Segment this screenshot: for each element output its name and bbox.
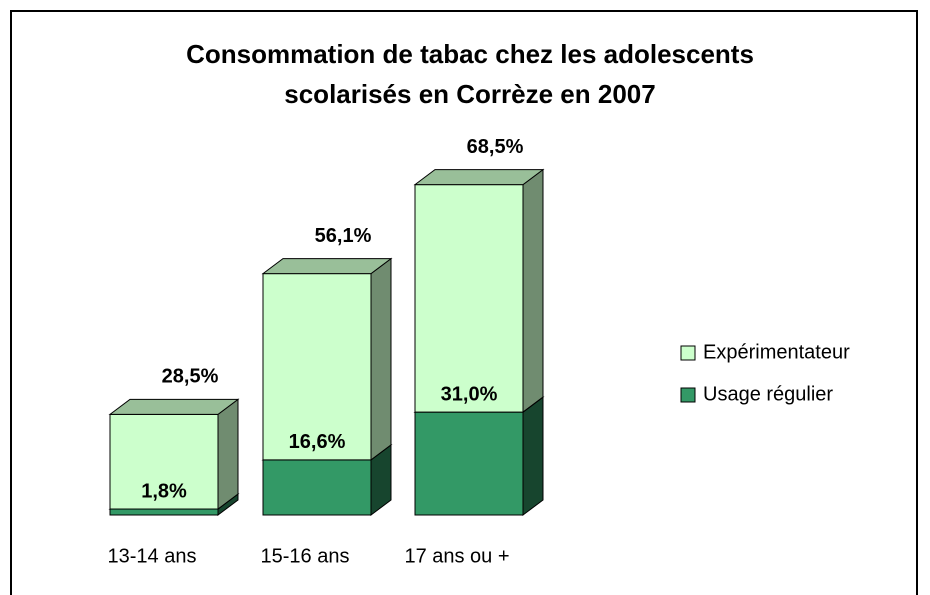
- data-label: 1,8%: [141, 480, 187, 502]
- legend-swatch: [680, 387, 696, 403]
- chart-title: Consommation de tabac chez les adolescen…: [186, 39, 754, 109]
- bar-top: [261, 258, 393, 275]
- bar-top: [108, 398, 240, 415]
- bar: [414, 184, 524, 413]
- data-label: 28,5%: [162, 366, 219, 388]
- bar-side: [522, 396, 544, 516]
- data-label: 56,1%: [315, 225, 372, 247]
- x-tick-label: 17 ans ou +: [404, 545, 509, 567]
- data-label: 68,5%: [467, 136, 524, 158]
- bar-side: [217, 398, 239, 511]
- bar-top: [413, 169, 545, 186]
- legend-label: Expérimentateur: [703, 341, 850, 363]
- legend-label: Usage régulier: [703, 383, 833, 405]
- chart-frame: [10, 10, 918, 595]
- bar: [109, 413, 219, 510]
- bar-side: [522, 168, 544, 414]
- bar: [414, 411, 524, 516]
- bar: [109, 508, 219, 516]
- x-tick-label: 13-14 ans: [108, 545, 197, 567]
- legend-swatch: [680, 345, 696, 361]
- x-tick-label: 15-16 ans: [261, 545, 350, 567]
- bar: [262, 459, 372, 516]
- data-label: 16,6%: [289, 431, 346, 453]
- data-label: 31,0%: [441, 383, 498, 405]
- bar: [262, 273, 372, 461]
- bar-side: [370, 257, 392, 461]
